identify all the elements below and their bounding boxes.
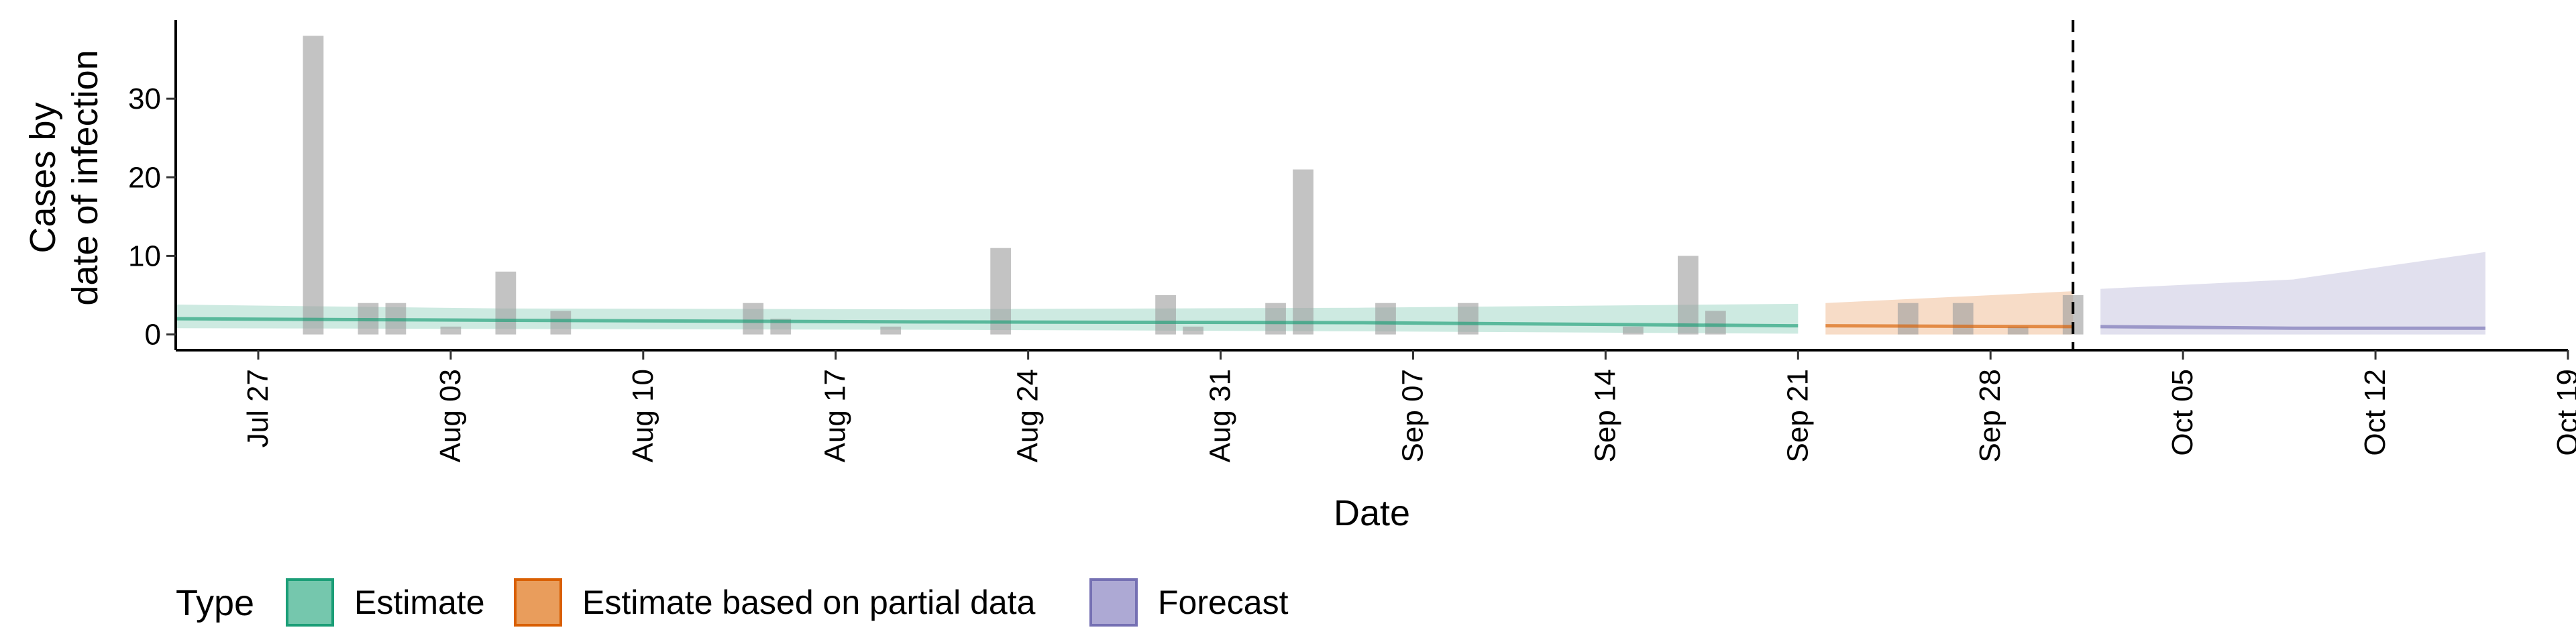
legend-label-1: Estimate based on partial data — [582, 584, 1036, 621]
case-bar — [1952, 303, 1974, 335]
x-tick-label: Aug 31 — [1204, 369, 1237, 462]
case-bar — [495, 271, 517, 335]
case-bar — [2007, 326, 2029, 335]
median-line-1 — [1825, 324, 2074, 329]
median-line-0 — [175, 317, 1799, 328]
x-tick-label: Aug 24 — [1012, 369, 1044, 462]
case-bar — [880, 326, 902, 335]
y-tick-label: 0 — [145, 319, 161, 352]
axes: 0 10 20 30 Jul 27 Aug 03 Aug 10 Aug 17 Aug 24 Aug… — [128, 20, 2576, 462]
legend-label-2: Forecast — [1158, 584, 1289, 621]
x-tick-label: Aug 17 — [819, 369, 852, 462]
legend-label-0: Estimate — [354, 584, 485, 621]
case-bar — [303, 36, 324, 335]
case-bar — [1265, 303, 1286, 335]
y-tick-label: 20 — [128, 161, 161, 194]
x-tick-label: Aug 03 — [434, 369, 467, 462]
x-tick-label: Oct 19 — [2551, 369, 2576, 456]
x-tick-label: Sep 07 — [1396, 369, 1429, 462]
case-bar — [1705, 311, 1726, 335]
x-tick-label: Sep 28 — [1974, 369, 2006, 462]
legend-title: Type — [176, 583, 254, 623]
x-axis-title: Date — [1334, 493, 1410, 533]
plot-area — [175, 20, 2486, 350]
x-tick-label: Jul 27 — [241, 369, 274, 447]
ribbon-1 — [1825, 291, 2074, 335]
case-bar — [1677, 256, 1699, 335]
legend-key-2 — [1089, 578, 1138, 627]
case-bar — [550, 311, 572, 335]
x-tick-label: Oct 05 — [2166, 369, 2199, 456]
x-tick-label: Sep 21 — [1781, 369, 1814, 462]
case-bar — [1897, 303, 1919, 335]
legend-key-1 — [514, 578, 562, 627]
case-bar — [1155, 295, 1176, 335]
x-tick-label: Oct 12 — [2359, 369, 2392, 456]
case-bar — [1623, 326, 1644, 335]
legend-key-0 — [286, 578, 334, 627]
median-lines — [175, 317, 2486, 330]
y-axis-title-line-2: date of infection — [65, 50, 105, 305]
y-axis-title: Cases by date of infection — [23, 50, 105, 305]
ribbon-2 — [2100, 252, 2486, 335]
case-bar — [1183, 326, 1203, 335]
y-tick-label: 10 — [128, 239, 161, 272]
x-tick-label: Sep 14 — [1589, 369, 1621, 462]
reported-cases-bars — [303, 36, 2084, 335]
case-bar — [743, 303, 764, 335]
legend: Type Estimate Estimate based on partial da… — [176, 578, 1289, 627]
case-bar — [990, 248, 1012, 335]
y-tick-label: 30 — [128, 83, 161, 115]
x-tick-label: Aug 10 — [627, 369, 659, 462]
case-bar — [1375, 303, 1396, 335]
case-bar — [1293, 169, 1313, 335]
case-bar — [440, 326, 462, 335]
case-bar — [1458, 303, 1479, 335]
y-axis-title-line-1: Cases by — [23, 102, 63, 253]
median-line-2 — [2100, 325, 2486, 330]
